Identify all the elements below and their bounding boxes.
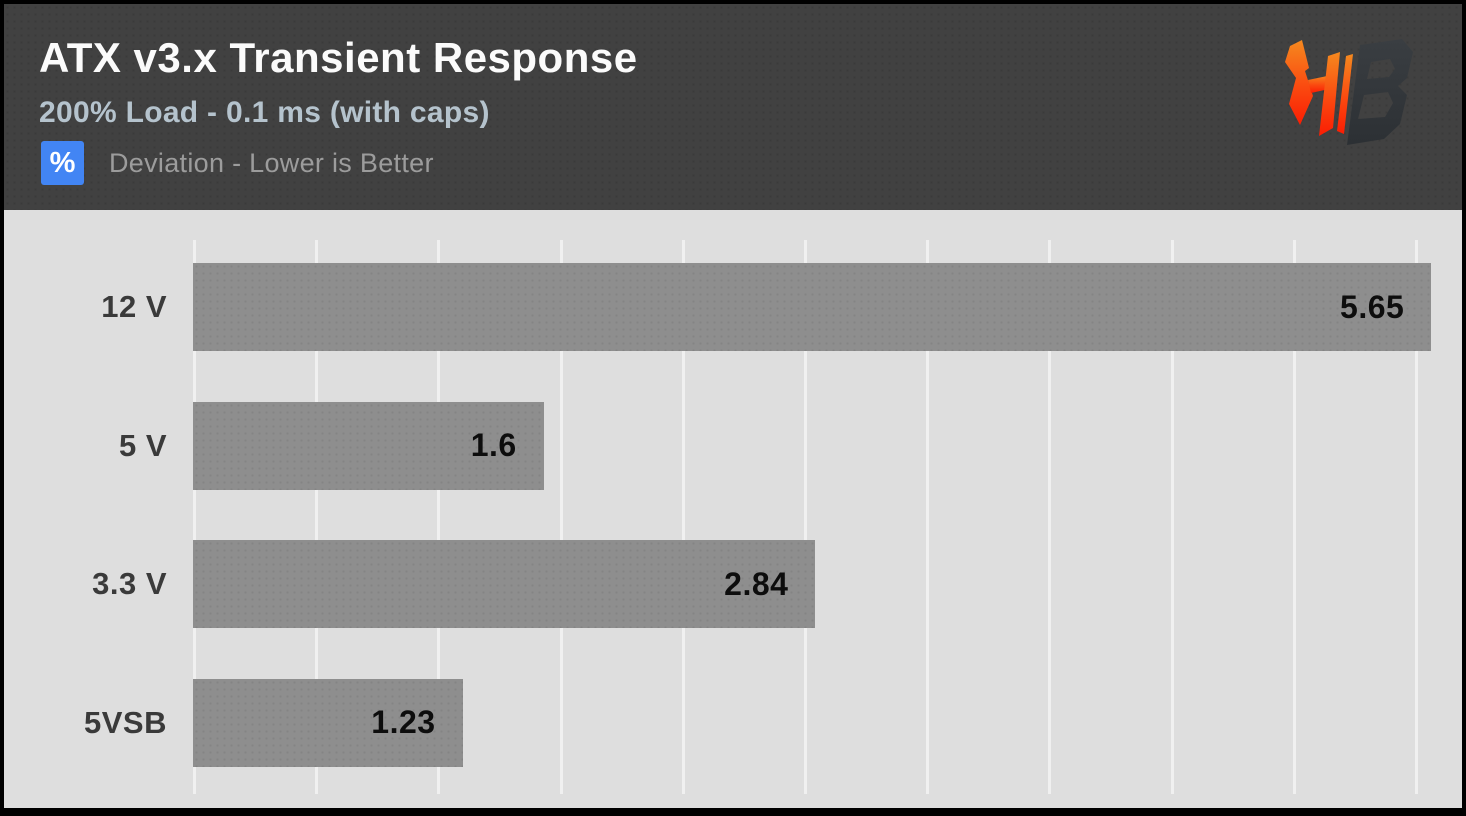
hardware-busters-logo-icon [1285,39,1413,145]
category-label: 12 V [101,289,167,325]
chart-title: ATX v3.x Transient Response [39,34,638,81]
bar-rows: 12 V 5.65 5 V 1.6 3.3 V 2.84 5VSB 1.23 [4,238,1462,792]
bar-12-v: 5.65 [193,263,1432,352]
chart-row: 5 V 1.6 [4,377,1462,516]
chart-row: 12 V 5.65 [4,238,1462,377]
chart-header: ATX v3.x Transient Response 200% Load - … [4,4,1462,210]
bar-track: 2.84 [193,515,1462,654]
chart-row: 3.3 V 2.84 [4,515,1462,654]
legend-row: % Deviation - Lower is Better [39,141,1462,186]
value-label: 1.23 [371,704,436,741]
bar-5-v: 1.6 [193,401,544,490]
chart-subtitle: 200% Load - 0.1 ms (with caps) [39,96,490,130]
chart-plot-area: 12 V 5.65 5 V 1.6 3.3 V 2.84 5VSB 1.23 [4,210,1462,808]
bar-track: 1.23 [193,654,1462,793]
bar-5vsb: 1.23 [193,678,463,767]
category-label: 5VSB [84,704,167,740]
value-label: 2.84 [724,565,789,602]
bar-track: 5.65 [193,238,1462,377]
chart-row: 5VSB 1.23 [4,654,1462,793]
value-label: 5.65 [1340,288,1405,325]
percent-badge: % [41,141,84,186]
legend-note: Deviation - Lower is Better [109,147,434,178]
bar-3-3-v: 2.84 [193,540,816,629]
category-label: 5 V [118,427,167,463]
value-label: 1.6 [470,427,517,464]
bar-track: 1.6 [193,377,1462,516]
category-label: 3.3 V [92,566,167,602]
